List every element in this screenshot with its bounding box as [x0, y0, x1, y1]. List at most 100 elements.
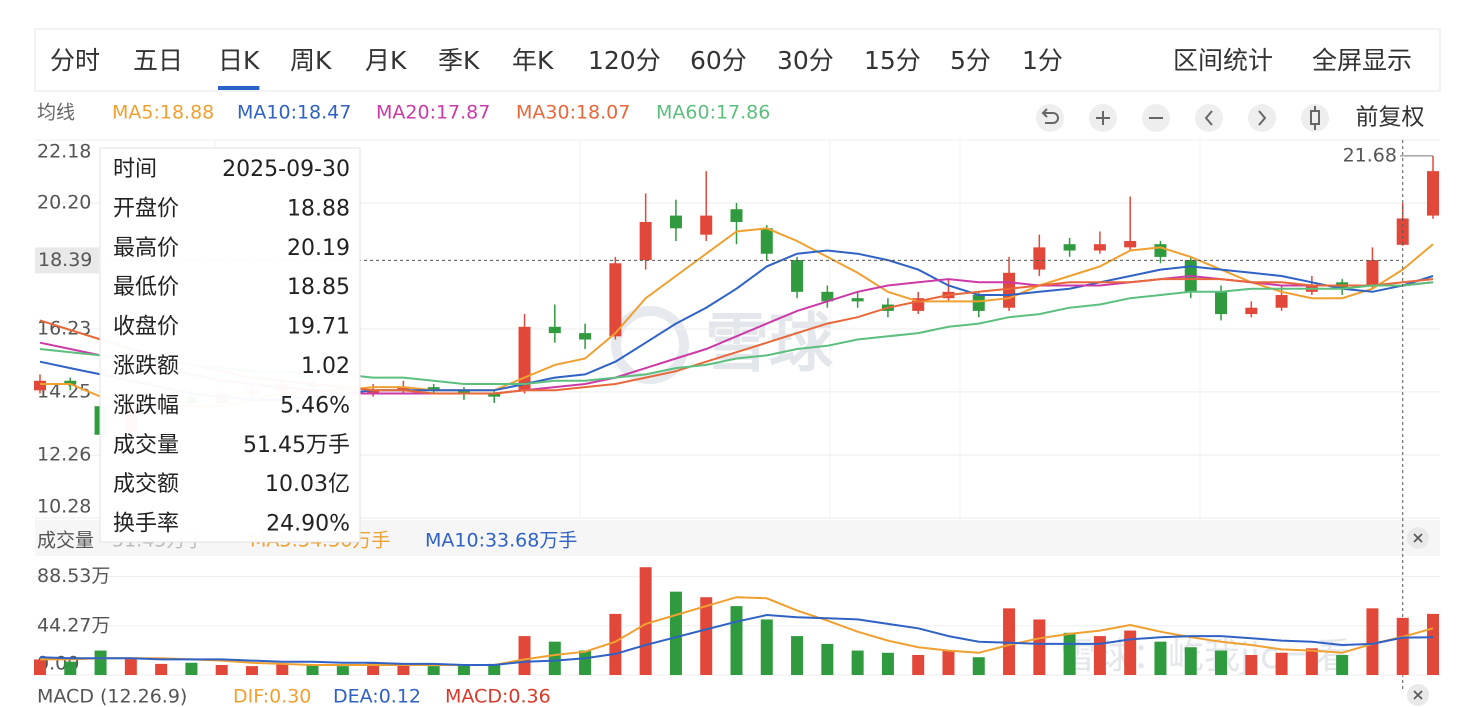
- volume-bar: [942, 650, 955, 675]
- volume-bar: [94, 650, 107, 675]
- next-button[interactable]: [1248, 104, 1276, 132]
- tab-bar: [34, 28, 1441, 92]
- volume-bar: [1275, 652, 1288, 675]
- undo-button[interactable]: [1036, 104, 1064, 132]
- tab[interactable]: 1分: [1022, 46, 1063, 75]
- tooltip-label: 最低价: [113, 275, 179, 300]
- tooltip-value: 18.88: [287, 196, 350, 221]
- tab[interactable]: 120分: [588, 46, 661, 75]
- volume-bar: [821, 643, 834, 675]
- y-tick-label: 10.28: [37, 496, 91, 518]
- tooltip-value: 2025-09-30: [222, 157, 350, 182]
- tab[interactable]: 月K: [365, 46, 407, 75]
- action[interactable]: 区间统计: [1173, 46, 1273, 75]
- tooltip-label: 换手率: [113, 512, 179, 537]
- tab[interactable]: 60分: [690, 46, 747, 75]
- volume-bar: [34, 659, 46, 675]
- volume-bar: [700, 597, 713, 675]
- tab[interactable]: 年K: [512, 46, 554, 75]
- volume-title: 成交量: [37, 530, 94, 552]
- volume-tick-label: 44.27万: [37, 614, 110, 636]
- volume-bar: [276, 663, 289, 675]
- candle-body: [639, 221, 652, 261]
- volume-bar: [306, 665, 319, 675]
- candle-body: [34, 380, 46, 391]
- watermark-logo: [611, 306, 689, 384]
- candle-body: [548, 326, 561, 334]
- tooltip-value: 1.02: [301, 354, 350, 379]
- ma-legend: MA10:18.47: [237, 102, 351, 124]
- ma-legend: MA30:18.07: [516, 102, 630, 124]
- active-underline: [218, 86, 260, 90]
- candle-body: [397, 387, 410, 391]
- volume-tick-label: 88.53万: [37, 565, 110, 587]
- tab[interactable]: 日K: [218, 46, 260, 75]
- cursor-price-box: [35, 247, 99, 274]
- candle-body: [64, 380, 77, 384]
- tooltip-box: [99, 147, 361, 543]
- tooltip: 时间 2025-09-30 开盘价 18.88 最高价 20.19 最低价 18.85 收盘价 1…: [99, 147, 361, 543]
- tooltip-value: 19.71: [287, 315, 350, 340]
- tooltip-label: 开盘价: [113, 196, 179, 221]
- tooltip-value: 18.85: [287, 275, 350, 300]
- candle-body: [1093, 244, 1106, 251]
- volume-bar: [1124, 630, 1137, 675]
- candle-body: [669, 215, 682, 229]
- candle-body: [1003, 272, 1016, 308]
- candle-body: [1154, 244, 1167, 257]
- tooltip-value: 10.03亿: [265, 472, 350, 497]
- candle-body: [579, 333, 592, 340]
- candle-body: [700, 215, 713, 235]
- tab[interactable]: 5分: [950, 46, 991, 75]
- adjust-mode[interactable]: 前复权: [1356, 105, 1425, 131]
- tooltip-value: 24.90%: [266, 512, 350, 537]
- tooltip-label: 时间: [113, 157, 157, 182]
- close-icon: [1413, 690, 1423, 700]
- candle-body: [1275, 295, 1288, 308]
- candle-body: [488, 393, 501, 397]
- candle-body: [1063, 244, 1076, 251]
- candle-body: [760, 228, 773, 254]
- candle-body: [972, 295, 985, 311]
- prev-button[interactable]: [1195, 104, 1223, 132]
- candle-body: [427, 387, 440, 391]
- volume-bar: [912, 655, 925, 675]
- ma-legend: MA5:18.88: [112, 102, 214, 124]
- volume-bar: [155, 663, 168, 675]
- tab[interactable]: 分时: [50, 46, 100, 75]
- left-icon: [1204, 110, 1213, 126]
- volume-bar: [579, 650, 592, 675]
- macd-legend: MACD:0.36: [445, 686, 551, 707]
- volume-bar: [1093, 636, 1106, 675]
- candle-body: [1215, 291, 1228, 315]
- volume-bar: [1184, 647, 1197, 675]
- volume-bar: [1305, 648, 1318, 675]
- volume-bar: [730, 606, 743, 675]
- volume-bar: [1215, 650, 1228, 675]
- volume-bar: [851, 650, 864, 675]
- tab[interactable]: 15分: [864, 46, 921, 75]
- candle-body: [1124, 241, 1137, 248]
- tab[interactable]: 周K: [290, 46, 332, 75]
- volume-bar: [639, 567, 652, 675]
- tooltip-label: 收盘价: [113, 315, 179, 340]
- tab[interactable]: 五日: [133, 46, 183, 75]
- volume-bar: [397, 665, 410, 675]
- candle-body: [457, 390, 470, 394]
- tab[interactable]: 30分: [777, 46, 834, 75]
- candle-body: [518, 326, 531, 391]
- volume-bar: [1245, 655, 1258, 675]
- action[interactable]: 全屏显示: [1312, 46, 1412, 75]
- right-icon: [1258, 110, 1267, 126]
- ma-line: [39, 613, 1434, 666]
- volume-bar: [336, 666, 349, 675]
- macd-legend: DIF:0.30: [233, 686, 311, 707]
- tooltip-label: 涨跌幅: [113, 393, 179, 418]
- volume-bar: [1063, 632, 1076, 675]
- y-tick-label: 12.26: [37, 444, 91, 466]
- tab[interactable]: 季K: [438, 46, 480, 75]
- volume-bar: [64, 661, 77, 675]
- volume-bar: [609, 613, 622, 675]
- toolbar: 前复权: [1036, 104, 1425, 132]
